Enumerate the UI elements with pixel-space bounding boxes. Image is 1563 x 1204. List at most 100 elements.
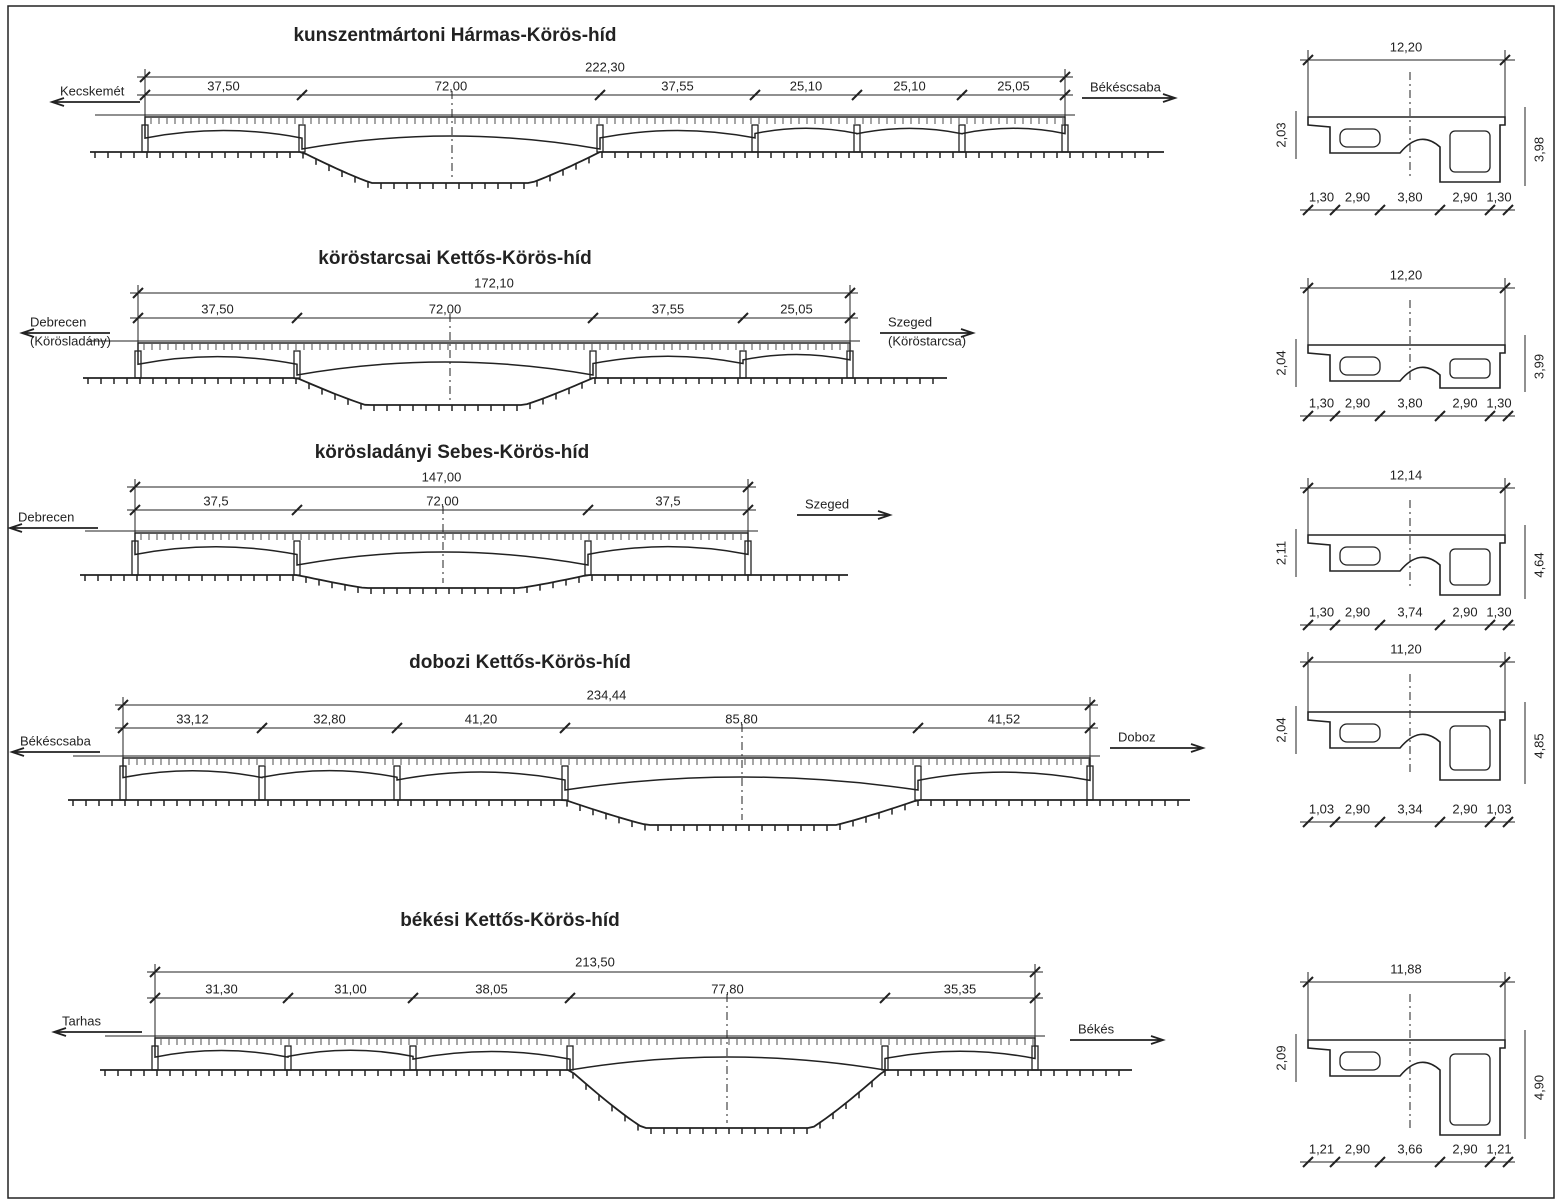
direction-right: (Köröstarcsa) [888,333,966,348]
ground-line [90,151,1164,184]
span-length: 31,00 [334,981,367,996]
span-length: 72,00 [429,301,462,316]
section-part: 1,30 [1486,604,1511,619]
ground-line [100,1069,1132,1129]
section-cell [1449,358,1491,379]
section-part: 2,90 [1345,801,1370,816]
pier [739,350,747,379]
span-length: 72,00 [426,493,459,508]
pier [846,350,854,379]
dimension-tick [1302,1156,1314,1168]
span-length: 33,12 [176,711,209,726]
direction-left: Debrecen [30,314,86,329]
dimension-tick [582,504,594,516]
section-cell [1449,1053,1491,1126]
section-part: 1,30 [1309,189,1334,204]
dimension-tick [1374,204,1386,216]
span-length: 37,55 [652,301,685,316]
dimension-tick [117,722,129,734]
section-cell [1339,546,1381,566]
section-part: 1,30 [1486,395,1511,410]
total-length: 213,50 [575,954,615,969]
dimension-tick [1502,619,1514,631]
frame [7,5,1555,1199]
arrow-left [19,328,110,338]
section-part: 1,21 [1309,1141,1334,1156]
dimension-tick [1499,656,1511,668]
pier [258,765,266,801]
height-right: 3,99 [1531,354,1546,379]
section-part: 2,90 [1345,604,1370,619]
total-length: 147,00 [422,469,462,484]
dimension-tick [1302,816,1314,828]
span-length: 37,50 [207,78,240,93]
pier [1086,765,1094,801]
section-part: 3,80 [1397,189,1422,204]
height-left: 2,04 [1273,717,1288,742]
section-cell [1339,1051,1381,1071]
direction-right: Békéscsaba [1090,79,1162,94]
section-part: 1,30 [1309,604,1334,619]
section-part: 3,34 [1397,801,1422,816]
span-length: 35,35 [944,981,977,996]
pier [596,124,604,153]
direction-right: Doboz [1118,729,1156,744]
span-length: 37,55 [661,78,694,93]
deck [122,757,1091,791]
dimension-tick [1484,204,1496,216]
height-right: 3,98 [1531,137,1546,162]
pier [141,124,149,153]
dimension-tick [391,722,403,734]
dimension-tick [1499,282,1511,294]
dimension-tick [1029,992,1041,1004]
span-length: 37,50 [201,301,234,316]
section-part: 2,90 [1452,604,1477,619]
pier [744,540,752,576]
dimension-tick [1059,71,1071,83]
dimension-tick [139,71,151,83]
pier [293,540,301,576]
direction-left: Tarhas [62,1013,102,1028]
dimension-tick [1302,482,1314,494]
dimension-tick [1434,1156,1446,1168]
dimension-tick [1374,410,1386,422]
span-length: 25,10 [893,78,926,93]
dimension-tick [139,89,151,101]
height-right: 4,90 [1531,1075,1546,1100]
dimension-tick [117,699,129,711]
dimension-tick [1302,204,1314,216]
section-part: 2,90 [1452,801,1477,816]
dimension-tick [587,312,599,324]
dimension-tick [742,504,754,516]
dimension-tick [1302,282,1314,294]
total-length: 172,10 [474,275,514,290]
dimension-tick [1374,816,1386,828]
dimension-tick [1502,410,1514,422]
dimension-tick [1484,410,1496,422]
dimension-tick [844,312,856,324]
dimension-tick [1329,619,1341,631]
span-length: 37,5 [655,493,680,508]
dimension-tick [1059,89,1071,101]
dimension-tick [1434,619,1446,631]
dimension-tick [1302,619,1314,631]
dimension-tick [1499,976,1511,988]
ground-line [80,574,848,589]
section-outline [1307,344,1506,389]
dimension-tick [129,481,141,493]
pier [119,765,127,801]
height-right: 4,85 [1531,733,1546,758]
section-part: 1,03 [1486,801,1511,816]
dimension-tick [749,89,761,101]
bridge-title: körösladányi Sebes-Körös-híd [315,442,590,463]
section-outline [1307,711,1506,781]
section-part: 2,90 [1345,189,1370,204]
dimension-tick [1084,699,1096,711]
dimension-tick [559,722,571,734]
arrow-left [51,1027,142,1037]
bridge-title: kunszentmártoni Hármas-Körös-híd [293,25,616,46]
height-left: 2,09 [1273,1045,1288,1070]
direction-left: Kecskemét [60,83,125,98]
dimension-tick [296,89,308,101]
dimension-tick [1434,816,1446,828]
